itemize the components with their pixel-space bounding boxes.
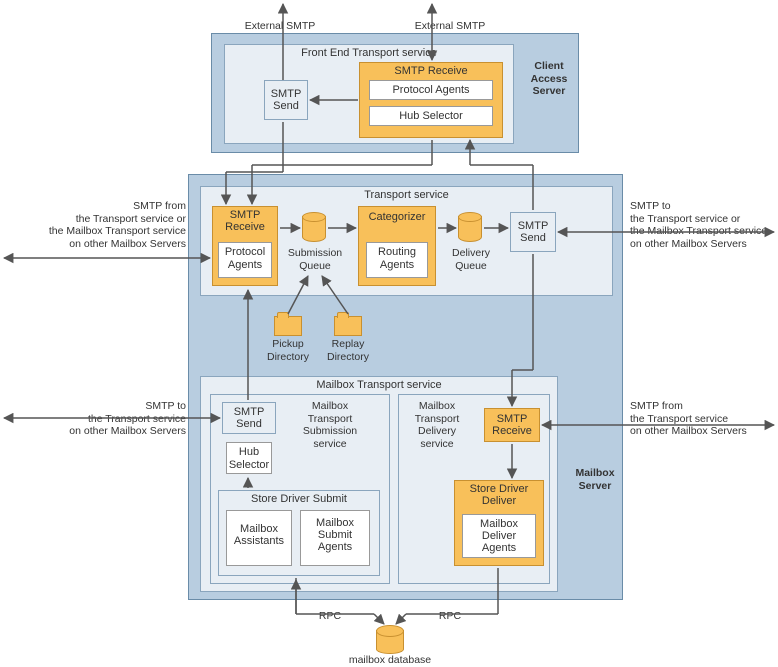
routing-agents: Routing Agents — [366, 242, 428, 278]
delivery-queue-top — [458, 212, 482, 222]
fe-protocol-agents: Protocol Agents — [369, 80, 493, 100]
fe-smtp-send: SMTP Send — [264, 80, 308, 120]
ts-smtp-receive-title: SMTP Receive — [213, 207, 277, 233]
ext-smtp-right: External SMTP — [400, 20, 500, 33]
rpc-right-label: RPC — [430, 610, 470, 623]
left-mts-out-label: SMTP to the Transport service on other M… — [6, 400, 186, 438]
replay-dir-icon — [334, 316, 362, 336]
left-ts-in-label: SMTP from the Transport service or the M… — [6, 200, 186, 250]
pickup-dir-icon — [274, 316, 302, 336]
client-access-server-label: Client Access Server — [524, 60, 574, 98]
pickup-dir-label: Pickup Directory — [260, 338, 316, 363]
mailbox-db-top — [376, 625, 404, 637]
fe-hub-selector: Hub Selector — [369, 106, 493, 126]
store-driver-deliver-title: Store Driver Deliver — [455, 481, 543, 507]
ts-protocol-agents: Protocol Agents — [218, 242, 272, 278]
ext-smtp-left: External SMTP — [230, 20, 330, 33]
front-end-title: Front End Transport service — [225, 45, 513, 61]
submission-queue-top — [302, 212, 326, 222]
ts-smtp-send: SMTP Send — [510, 212, 556, 252]
right-ts-out-label: SMTP to the Transport service or the Mai… — [630, 200, 775, 250]
fe-smtp-receive-title: SMTP Receive — [360, 63, 502, 79]
store-driver-submit-title: Store Driver Submit — [219, 491, 379, 507]
mts-delivery-title: Mailbox Transport Delivery service — [404, 400, 470, 450]
mailbox-db-label: mailbox database — [330, 654, 450, 667]
right-mts-in-label: SMTP from the Transport service on other… — [630, 400, 775, 438]
replay-dir-label: Replay Directory — [320, 338, 376, 363]
fe-smtp-receive: SMTP Receive — [359, 62, 503, 138]
mailbox-assistants: Mailbox Assistants — [226, 510, 292, 566]
mts-smtp-receive: SMTP Receive — [484, 408, 540, 442]
rpc-left-label: RPC — [310, 610, 350, 623]
delivery-queue-label: Delivery Queue — [444, 247, 498, 272]
submission-queue-label: Submission Queue — [286, 247, 344, 272]
mailbox-deliver-agents: Mailbox Deliver Agents — [462, 514, 536, 558]
transport-service-title: Transport service — [201, 187, 612, 203]
mailbox-submit-agents: Mailbox Submit Agents — [300, 510, 370, 566]
mailbox-transport-title: Mailbox Transport service — [201, 377, 557, 393]
mts-submission-title: Mailbox Transport Submission service — [290, 400, 370, 450]
mts-hub-selector: Hub Selector — [226, 442, 272, 474]
categorizer-title: Categorizer — [359, 207, 435, 223]
mts-smtp-send: SMTP Send — [222, 402, 276, 434]
mailbox-server-label: Mailbox Server — [570, 467, 620, 492]
